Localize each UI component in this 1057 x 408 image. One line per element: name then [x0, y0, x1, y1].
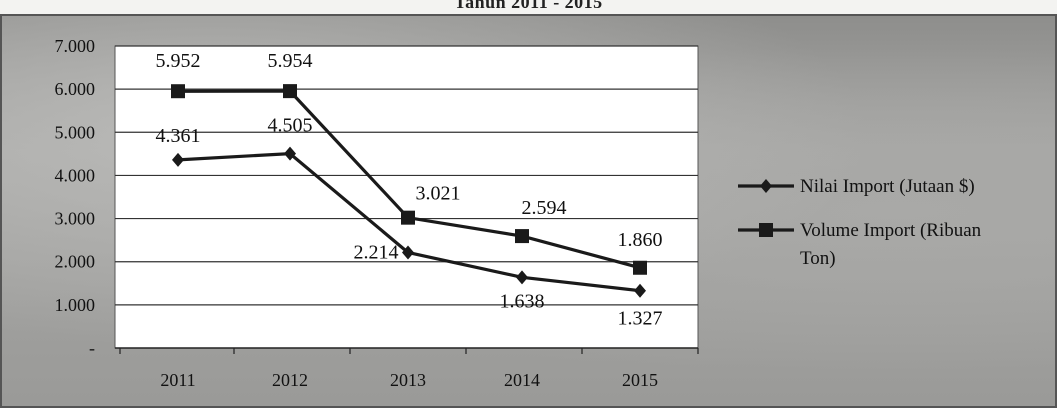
- data-point-square: [515, 229, 529, 244]
- data-label: 1.638: [500, 290, 545, 312]
- data-label: 3.021: [416, 183, 461, 205]
- series: 4.361 4.505 2.214 1.638 1.327 5.952 5.954 3.021…: [156, 50, 663, 330]
- data-label: 5.954: [268, 50, 313, 72]
- data-point-square: [171, 84, 185, 99]
- plot-area: [114, 45, 699, 349]
- data-point-square: [401, 210, 415, 225]
- y-tick-label: 2.000: [55, 252, 96, 272]
- data-label: 5.952: [156, 50, 201, 72]
- legend-label-line-1: Volume Import (Ribuan: [800, 220, 982, 241]
- chart-title: Tahun 2011 - 2015: [454, 0, 603, 12]
- data-label: 4.505: [268, 115, 313, 137]
- data-point-square: [283, 84, 297, 99]
- y-tick-label: 5.000: [55, 122, 96, 142]
- y-tick-label: 4.000: [55, 165, 96, 185]
- data-point-diamond: [172, 152, 184, 167]
- data-label: 1.860: [618, 229, 663, 251]
- x-tick-label: 2013: [390, 370, 426, 390]
- x-tick-label: 2011: [160, 370, 195, 390]
- x-tick-label: 2014: [504, 370, 540, 390]
- data-label: 2.214: [354, 241, 399, 263]
- data-point-diamond: [284, 146, 296, 161]
- data-label: 2.594: [522, 197, 567, 219]
- legend: Nilai Import (Jutaan $) Volume Import (Ri…: [738, 176, 982, 269]
- y-tick-label: -: [89, 338, 95, 358]
- data-point-square: [633, 260, 647, 275]
- legend-label: Nilai Import (Jutaan $): [800, 176, 975, 197]
- data-point-diamond: [516, 270, 528, 285]
- y-tick-label: 3.000: [55, 209, 96, 229]
- axes: - 1.000 2.000 3.000 4.000 5.000 6.000 7.000 2011…: [55, 36, 699, 390]
- y-tick-label: 1.000: [55, 295, 96, 315]
- data-label: 1.327: [618, 308, 663, 330]
- x-tick-label: 2012: [272, 370, 308, 390]
- data-label: 4.361: [156, 125, 201, 147]
- data-point-diamond: [760, 179, 772, 193]
- legend-label-line-2: Ton): [800, 248, 836, 269]
- y-tick-label: 6.000: [55, 79, 96, 99]
- series-1: 5.952 5.954 3.021 2.594 1.860: [156, 50, 663, 275]
- data-point-diamond: [634, 283, 646, 298]
- series-0: 4.361 4.505 2.214 1.638 1.327: [156, 115, 663, 330]
- legend-item-volume-import: Volume Import (Ribuan Ton): [738, 220, 982, 269]
- data-point-square: [759, 223, 773, 237]
- data-point-diamond: [402, 245, 414, 260]
- x-tick-label: 2015: [622, 370, 658, 390]
- y-tick-label: 7.000: [55, 36, 96, 56]
- legend-item-nilai-import: Nilai Import (Jutaan $): [738, 176, 975, 197]
